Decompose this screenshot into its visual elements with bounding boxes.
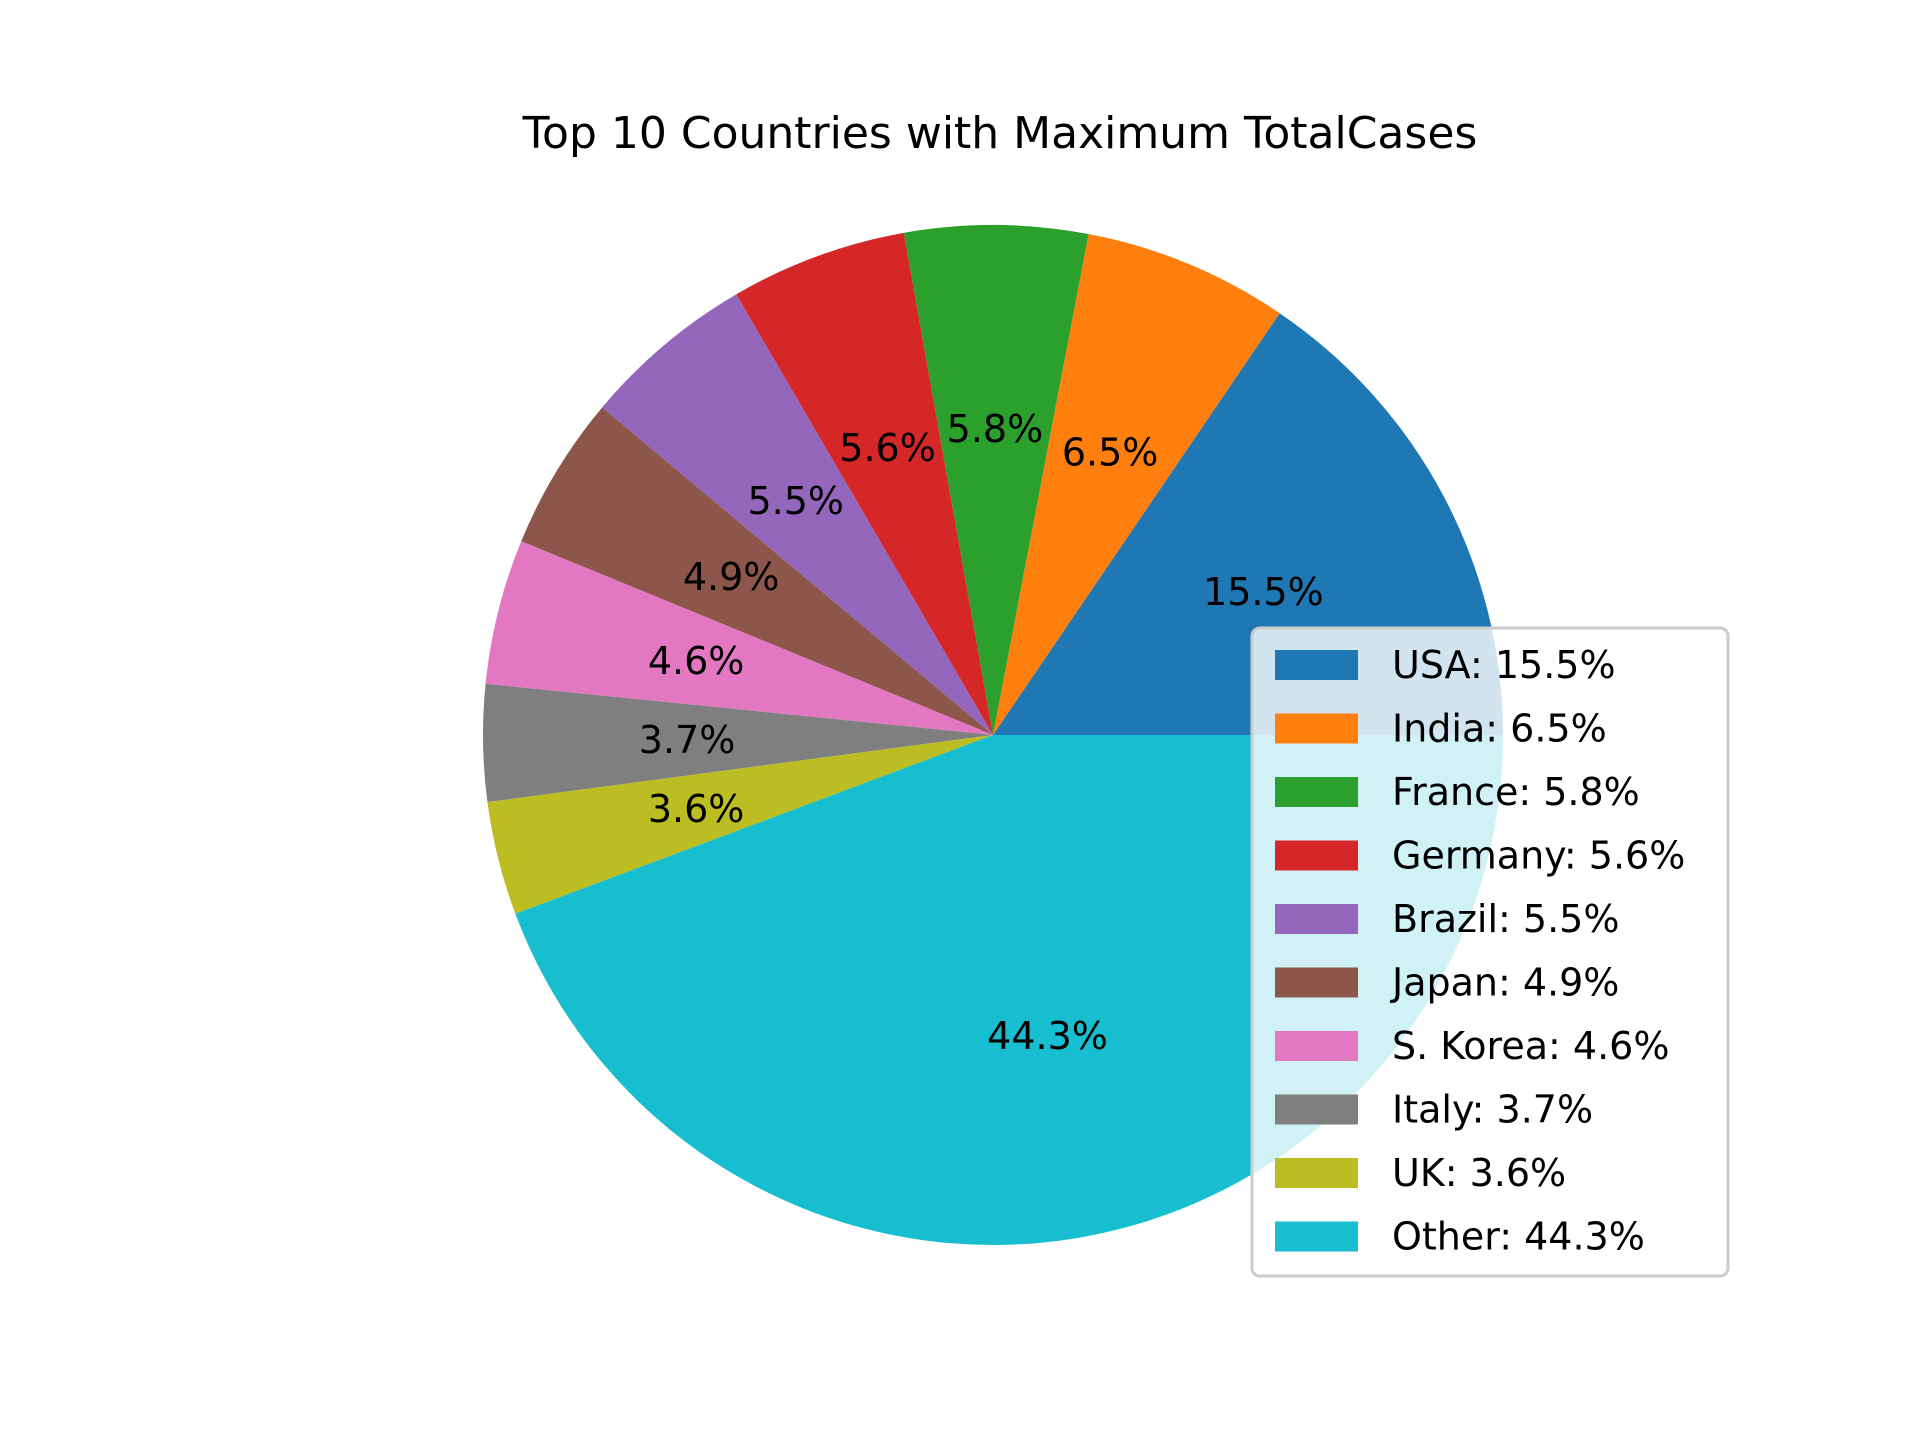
legend-swatch-usa	[1275, 650, 1358, 680]
legend-swatch-india	[1275, 713, 1358, 744]
pie-label-s-korea: 4.6%	[648, 639, 745, 683]
pie-label-uk: 3.6%	[648, 787, 745, 831]
legend-label-brazil: Brazil: 5.5%	[1392, 897, 1619, 941]
legend-frame	[1250, 626, 1730, 1278]
legend-swatch-japan	[1275, 967, 1358, 998]
pie-label-italy: 3.7%	[639, 718, 736, 762]
pie-slice-uk	[487, 735, 993, 914]
legend-label-usa: USA: 15.5%	[1392, 643, 1616, 687]
pie-label-other: 44.3%	[987, 1014, 1108, 1058]
legend-swatch-other	[1275, 1221, 1358, 1252]
pie-label-france: 5.8%	[947, 407, 1044, 451]
pie-label-germany: 5.6%	[839, 426, 936, 470]
pie-slice-japan	[521, 407, 993, 735]
legend-label-france: France: 5.8%	[1392, 770, 1640, 814]
legend-swatch-uk	[1275, 1158, 1358, 1188]
pie-slice-s-korea	[485, 541, 993, 735]
legend-items: USA: 15.5% India: 6.5% France: 5.8% Germany…	[1275, 643, 1685, 1259]
legend-swatch-brazil	[1275, 904, 1358, 934]
legend-label-germany: Germany: 5.6%	[1392, 834, 1685, 878]
pie-slice-brazil	[602, 294, 993, 735]
pie-label-usa: 15.5%	[1203, 570, 1324, 614]
legend-label-other: Other: 44.3%	[1392, 1215, 1645, 1259]
pie-slice-italy	[482, 683, 993, 803]
legend-swatch-s-korea	[1275, 1031, 1358, 1061]
pie-label-japan: 4.9%	[683, 555, 780, 599]
legend-swatch-germany	[1275, 840, 1358, 871]
pie-slice-india	[993, 234, 1280, 735]
legend: USA: 15.5% India: 6.5% France: 5.8% Germany…	[1250, 626, 1730, 1278]
legend-label-s-korea: S. Korea: 4.6%	[1392, 1024, 1669, 1068]
legend-swatch-france	[1275, 777, 1358, 807]
pie-label-brazil: 5.5%	[747, 479, 844, 523]
legend-label-uk: UK: 3.6%	[1392, 1151, 1566, 1195]
pie-slice-france	[903, 224, 1089, 735]
chart-title: Top 10 Countries with Maximum TotalCases	[522, 108, 1478, 159]
pie-slice-germany	[736, 232, 993, 735]
legend-label-japan: Japan: 4.9%	[1390, 961, 1619, 1005]
pie-label-india: 6.5%	[1062, 430, 1159, 474]
legend-swatch-italy	[1275, 1094, 1358, 1125]
legend-label-india: India: 6.5%	[1392, 707, 1607, 751]
legend-label-italy: Italy: 3.7%	[1392, 1088, 1593, 1132]
pie-percent-labels: 15.5% 6.5% 5.8%5.6% 5.5% 4.9% 4.6% 3.7% 3.6% 44.…	[639, 407, 1324, 1058]
